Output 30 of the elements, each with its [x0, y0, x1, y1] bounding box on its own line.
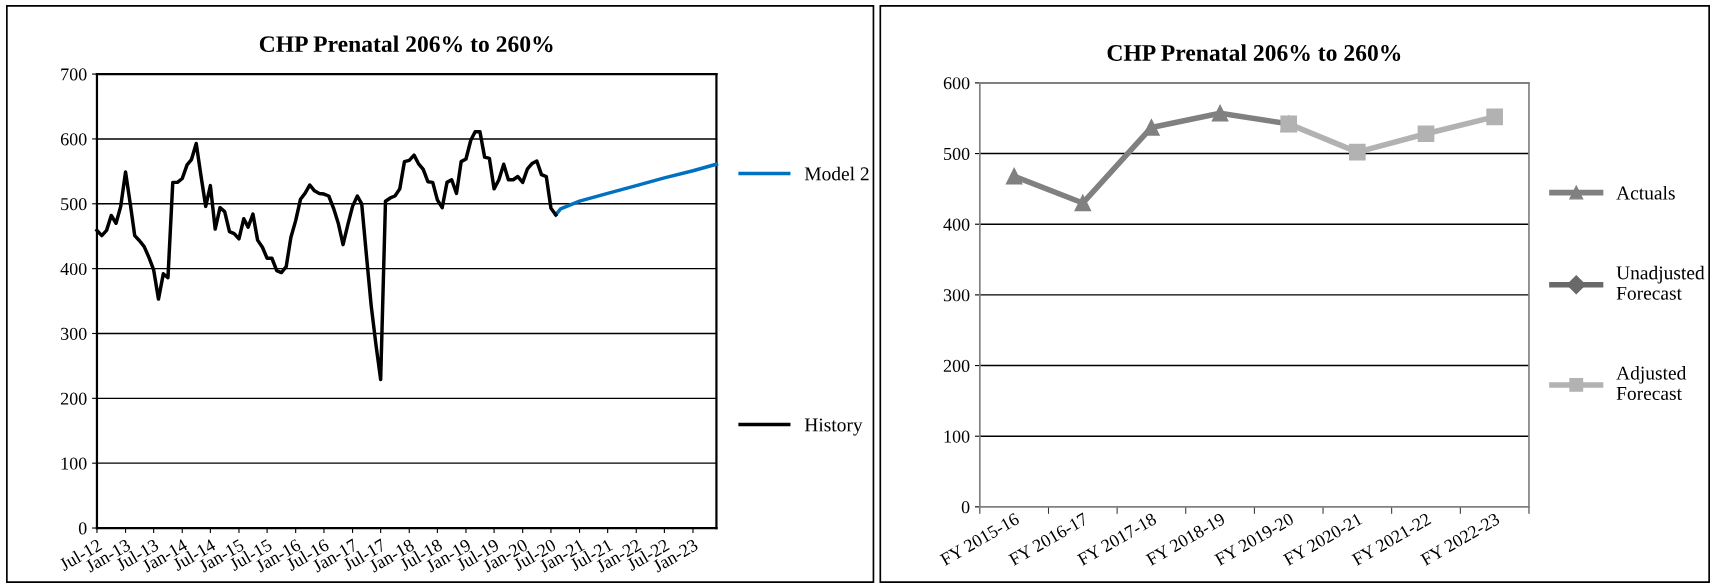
line-series [554, 162, 719, 217]
y-tick-label: 500 [61, 198, 87, 211]
point [1349, 143, 1366, 161]
y-tick-label: 0 [78, 522, 87, 535]
point [1005, 167, 1023, 185]
point [1417, 125, 1435, 143]
y-tick-label: 0 [961, 501, 970, 514]
y-tick-label: 200 [60, 392, 87, 405]
point [1486, 108, 1503, 126]
y-tick-label: 600 [60, 133, 87, 146]
point [1211, 104, 1229, 122]
legend-label: Model 2 [804, 166, 869, 181]
y-tick-label: 700 [61, 68, 87, 81]
y-tick-label: 200 [943, 359, 970, 372]
point [1074, 194, 1092, 212]
legend-label: Unadjusted Forecast [1616, 265, 1705, 300]
y-tick-label: 400 [60, 262, 87, 276]
legend-label: Adjusted Forecast [1616, 365, 1687, 400]
y-tick-label: 100 [944, 430, 970, 443]
legend-label: Actuals [1616, 185, 1675, 200]
y-tick-label: 100 [61, 457, 87, 470]
point [1143, 119, 1160, 136]
chart-title: CHP Prenatal 206% to 260% [259, 35, 553, 53]
y-tick-label: 500 [944, 147, 970, 161]
y-tick-label: 400 [943, 218, 970, 231]
y-tick-label: 300 [943, 289, 970, 302]
y-tick-label: 600 [943, 77, 970, 90]
chart-title: CHP Prenatal 206% to 260% [1107, 44, 1401, 61]
legend-label: History [804, 418, 863, 436]
y-tick-label: 300 [61, 327, 87, 340]
